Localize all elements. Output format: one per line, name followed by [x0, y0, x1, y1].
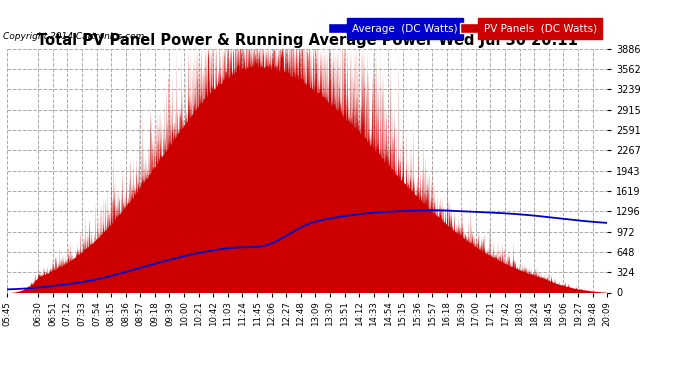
Title: Total PV Panel Power & Running Average Power Wed Jul 30 20:11: Total PV Panel Power & Running Average P…: [37, 33, 578, 48]
Legend: Average  (DC Watts), PV Panels  (DC Watts): Average (DC Watts), PV Panels (DC Watts): [326, 21, 599, 36]
Text: Copyright 2014 Cartronics.com: Copyright 2014 Cartronics.com: [3, 32, 145, 41]
